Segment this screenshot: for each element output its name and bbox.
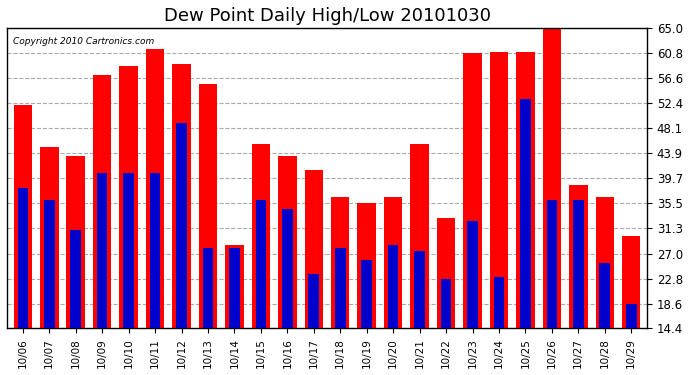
Bar	[546, 200, 557, 375]
Bar	[595, 197, 614, 375]
Bar	[70, 230, 81, 375]
Bar	[384, 197, 402, 375]
Bar	[573, 200, 584, 375]
Bar	[520, 99, 531, 375]
Bar	[463, 53, 482, 375]
Bar	[304, 171, 323, 375]
Bar	[252, 144, 270, 375]
Bar	[357, 203, 376, 375]
Bar	[225, 245, 244, 375]
Text: Copyright 2010 Cartronics.com: Copyright 2010 Cartronics.com	[13, 37, 155, 46]
Bar	[199, 84, 217, 375]
Bar	[229, 248, 239, 375]
Bar	[493, 278, 504, 375]
Bar	[388, 245, 398, 375]
Bar	[335, 248, 346, 375]
Bar	[14, 105, 32, 375]
Bar	[44, 200, 55, 375]
Bar	[282, 209, 293, 375]
Bar	[362, 260, 372, 375]
Bar	[490, 52, 509, 375]
Bar	[516, 52, 535, 375]
Bar	[146, 49, 164, 375]
Bar	[255, 200, 266, 375]
Bar	[40, 147, 59, 375]
Bar	[437, 218, 455, 375]
Bar	[172, 63, 191, 375]
Bar	[93, 75, 111, 375]
Bar	[542, 28, 561, 375]
Bar	[411, 144, 429, 375]
Bar	[414, 251, 425, 375]
Bar	[278, 156, 297, 375]
Bar	[308, 274, 319, 375]
Bar	[203, 248, 213, 375]
Bar	[600, 262, 610, 375]
Bar	[441, 279, 451, 375]
Bar	[467, 221, 477, 375]
Bar	[569, 185, 588, 375]
Bar	[150, 173, 160, 375]
Bar	[626, 303, 636, 375]
Bar	[124, 173, 134, 375]
Title: Dew Point Daily High/Low 20101030: Dew Point Daily High/Low 20101030	[164, 7, 491, 25]
Bar	[176, 123, 187, 375]
Bar	[331, 197, 350, 375]
Bar	[119, 66, 138, 375]
Bar	[66, 156, 85, 375]
Bar	[622, 236, 640, 375]
Bar	[97, 173, 108, 375]
Bar	[17, 188, 28, 375]
